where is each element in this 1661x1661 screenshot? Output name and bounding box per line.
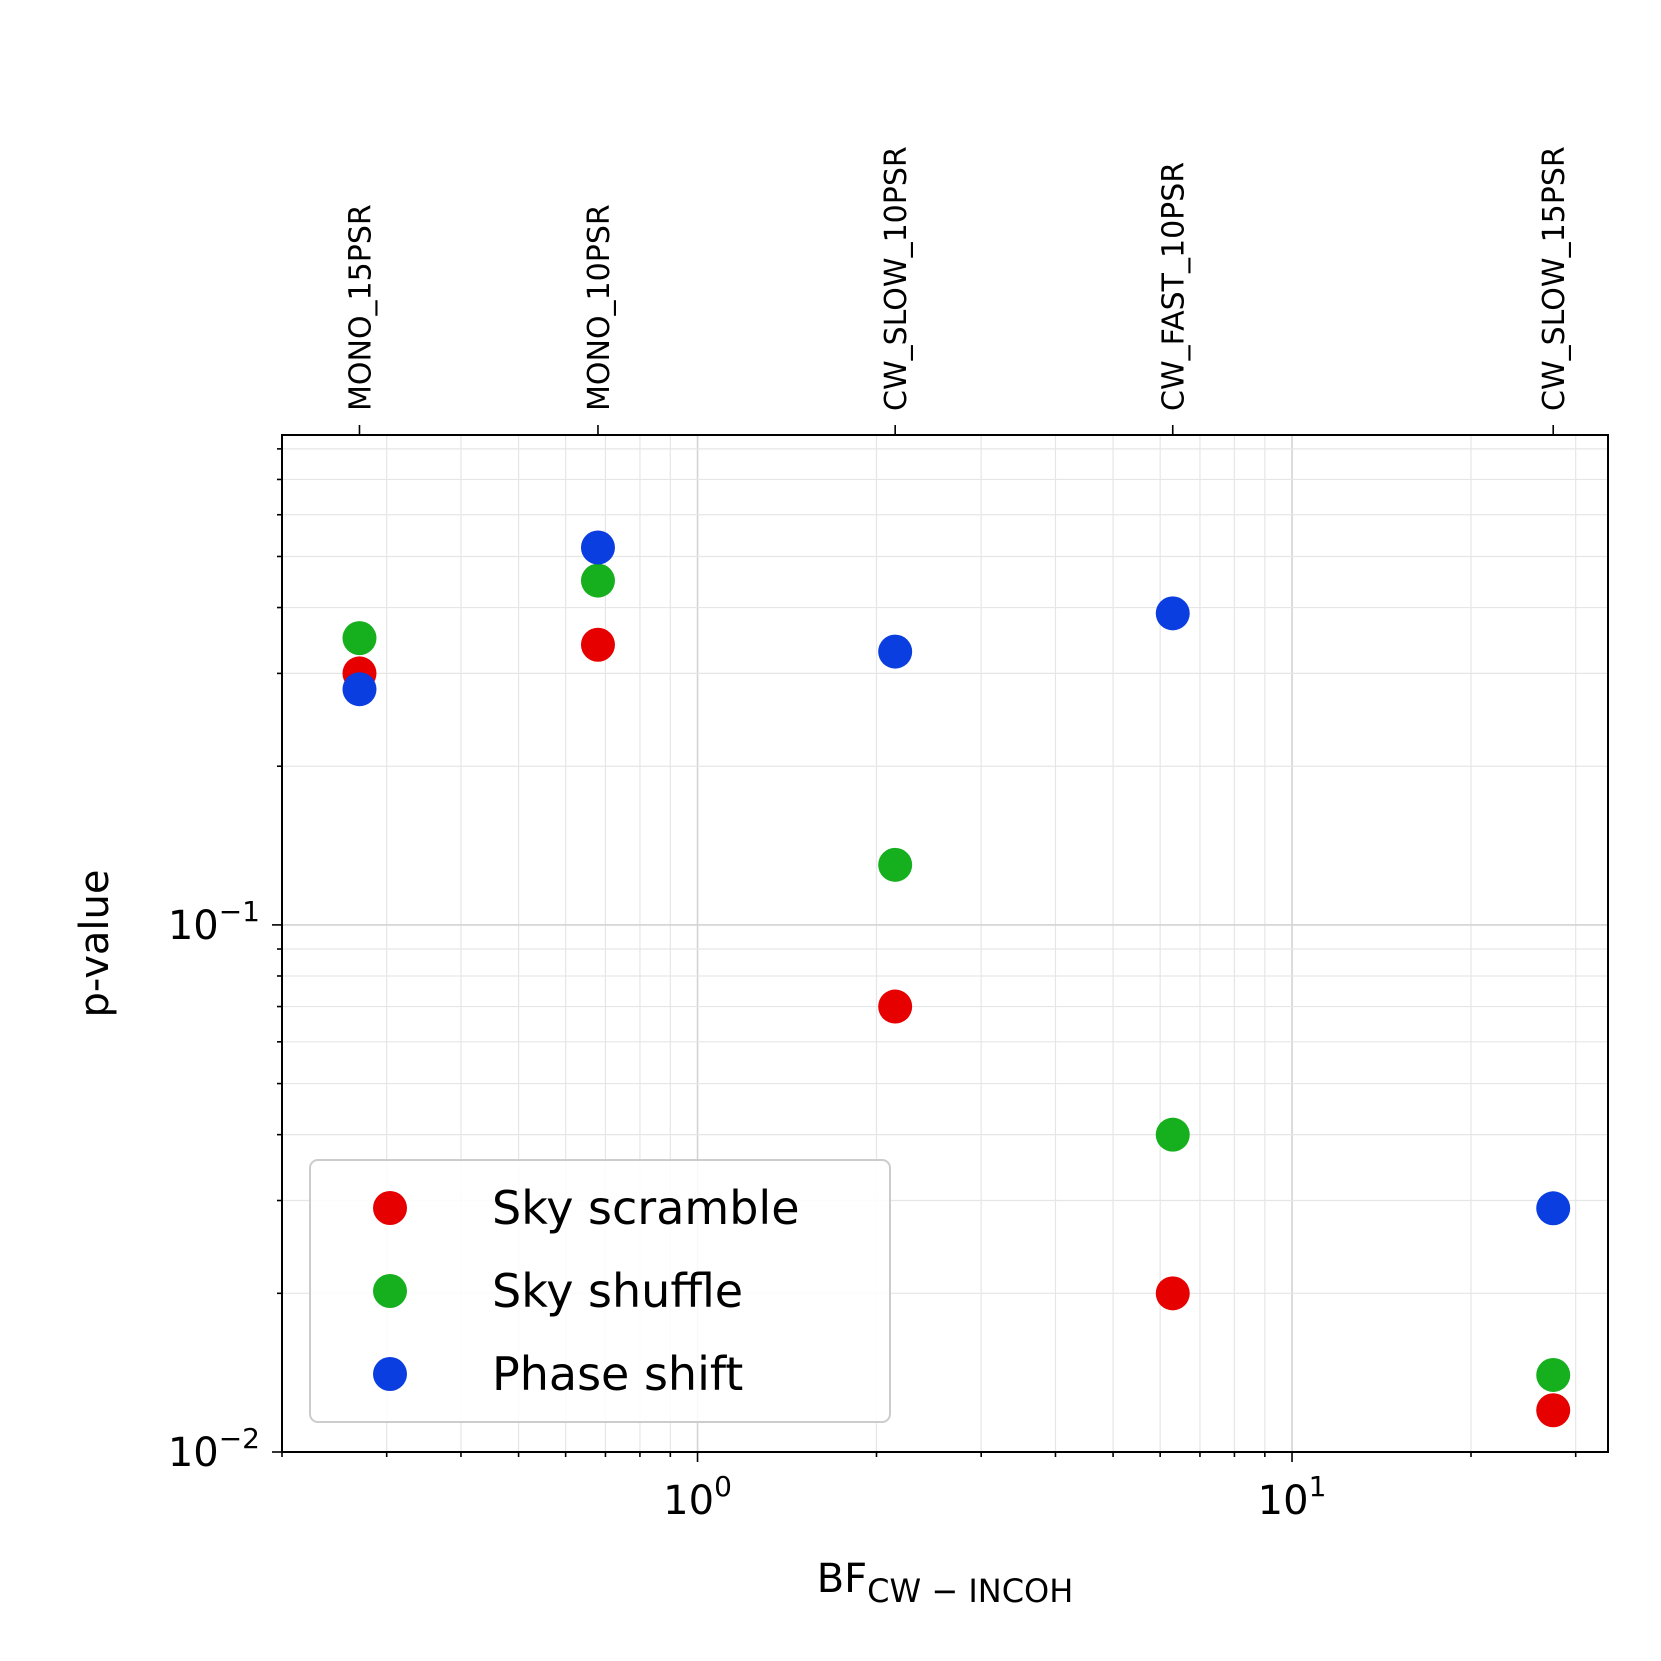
data-point — [878, 634, 913, 669]
data-point — [1155, 1276, 1190, 1311]
legend-marker — [373, 1274, 407, 1308]
legend: Sky scramble Sky shuffle Phase shift — [309, 1159, 891, 1423]
x-tick-label: 101 — [1258, 1470, 1327, 1524]
legend-label: Sky shuffle — [492, 1264, 743, 1318]
top-axis-labels: MONO_15PSR MONO_10PSR CW_SLOW_10PSR CW_FAST… — [343, 146, 1572, 411]
data-point — [580, 530, 615, 565]
data-point — [1155, 596, 1190, 631]
y-tick-label: 10−2 — [168, 1422, 260, 1476]
y-tick-label: 10−1 — [168, 895, 260, 949]
plot-area-frame — [281, 434, 1609, 1453]
legend-box — [309, 1159, 891, 1423]
top-axis-label: CW_SLOW_10PSR — [879, 146, 914, 411]
legend-marker — [373, 1191, 407, 1225]
y-axis-label: p-value — [72, 869, 118, 1017]
x-tick-label: 100 — [663, 1470, 732, 1524]
data-point — [580, 563, 615, 598]
data-point — [342, 621, 377, 656]
data-point — [878, 989, 913, 1024]
data-point — [1536, 1191, 1571, 1226]
data-point — [1536, 1393, 1571, 1428]
data-point — [580, 627, 615, 662]
top-axis-label: MONO_10PSR — [582, 204, 617, 411]
data-point — [1155, 1117, 1190, 1152]
legend-label: Sky scramble — [492, 1181, 800, 1235]
top-axis-label: CW_FAST_10PSR — [1157, 162, 1192, 411]
top-axis-label: MONO_15PSR — [343, 204, 378, 411]
x-axis-label: BFCW − INCOH — [817, 1556, 1074, 1610]
data-point — [1536, 1357, 1571, 1392]
axis-ticks — [272, 425, 1577, 1462]
series-phase-shift — [342, 530, 1571, 1226]
data-point — [878, 847, 913, 882]
series-sky-shuffle — [342, 563, 1571, 1392]
y-tick-labels: 10−1 10−2 — [168, 895, 260, 1476]
x-tick-labels: 100 101 — [663, 1470, 1326, 1524]
data-point — [342, 672, 377, 707]
top-axis-label: CW_SLOW_15PSR — [1537, 146, 1572, 411]
data-points — [342, 530, 1571, 1428]
legend-marker — [373, 1357, 407, 1391]
legend-label: Phase shift — [492, 1347, 743, 1401]
